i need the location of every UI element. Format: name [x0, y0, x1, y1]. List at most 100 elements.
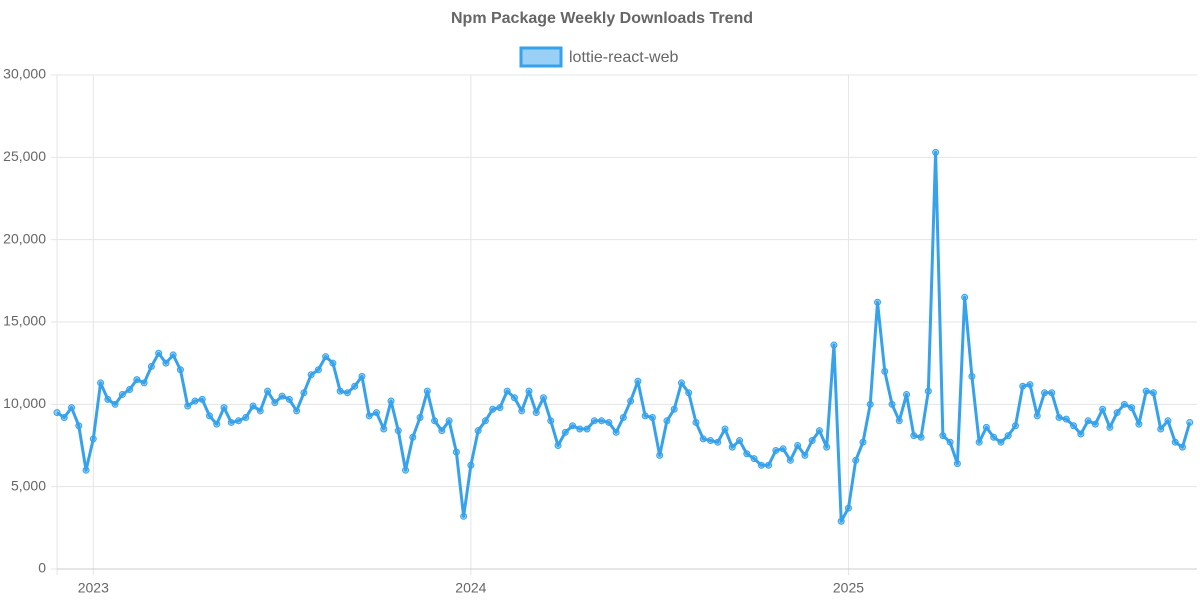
data-point [133, 376, 141, 384]
data-point [343, 389, 351, 397]
legend-label: lottie-react-web [569, 49, 678, 66]
y-tick-label: 25,000 [3, 148, 46, 164]
data-point [191, 397, 199, 405]
data-point [583, 425, 591, 433]
data-point [525, 387, 533, 395]
data-point [256, 407, 264, 415]
data-point [765, 461, 773, 469]
data-point [496, 404, 504, 412]
data-point [794, 442, 802, 449]
data-point [445, 417, 453, 425]
data-point [692, 418, 700, 426]
data-point [53, 409, 61, 417]
data-point [1120, 400, 1128, 408]
data-point [169, 351, 177, 359]
data-point [997, 438, 1005, 446]
data-point [837, 517, 845, 525]
legend-swatch [519, 46, 563, 68]
data-point [1106, 423, 1114, 431]
y-tick-label: 30,000 [3, 66, 46, 82]
data-point [1048, 389, 1056, 397]
data-point [1178, 443, 1186, 451]
data-point [598, 417, 606, 425]
data-point [757, 461, 765, 469]
data-point [852, 456, 860, 464]
data-point [300, 389, 308, 397]
data-point [198, 395, 206, 403]
data-point [975, 438, 983, 446]
data-point [416, 414, 424, 422]
data-point [1135, 420, 1143, 428]
data-point [1026, 381, 1034, 389]
data-point [278, 392, 286, 400]
data-point [1011, 422, 1019, 430]
data-point [721, 425, 729, 433]
data-point [532, 409, 540, 417]
data-point [140, 379, 148, 387]
y-tick-label: 0 [38, 560, 46, 576]
data-point [648, 414, 656, 422]
data-point [1171, 438, 1179, 446]
data-point [402, 466, 410, 474]
data-point [903, 390, 911, 398]
data-point [1070, 422, 1078, 430]
data-point [924, 387, 932, 395]
data-point [213, 420, 221, 428]
x-tick-label: 2024 [455, 580, 486, 596]
data-point [481, 417, 489, 425]
data-point [786, 456, 794, 464]
data-point [409, 433, 417, 441]
data-point [474, 427, 482, 435]
data-point [953, 460, 961, 468]
data-point [285, 395, 293, 403]
data-point [641, 412, 649, 420]
data-point [365, 412, 373, 420]
data-point [467, 461, 475, 469]
data-point [961, 293, 969, 301]
y-tick-label: 20,000 [3, 230, 46, 246]
data-point [968, 372, 976, 380]
data-point [990, 433, 998, 441]
data-point [155, 349, 163, 357]
data-point [1062, 415, 1070, 423]
data-point [162, 359, 170, 367]
data-point [1142, 387, 1150, 395]
data-point [895, 417, 903, 425]
data-point [68, 404, 76, 412]
data-point [489, 405, 497, 413]
data-point [844, 504, 852, 512]
data-point [438, 427, 446, 435]
data-point [656, 451, 664, 459]
data-point [714, 438, 722, 446]
data-point [605, 418, 613, 426]
data-point [547, 417, 555, 425]
data-point [1084, 417, 1092, 425]
data-point [1113, 409, 1121, 417]
data-point [235, 417, 243, 425]
data-point [249, 402, 257, 410]
data-point [1091, 420, 1099, 428]
data-point [394, 427, 402, 435]
data-point [627, 397, 635, 405]
data-point [176, 366, 184, 374]
data-point [815, 427, 823, 435]
data-point [917, 433, 925, 441]
data-point [452, 448, 460, 456]
data-point [1128, 404, 1136, 412]
data-point [351, 382, 359, 390]
data-point [271, 399, 279, 407]
data-point [322, 353, 330, 361]
data-point [743, 450, 751, 458]
data-point [1019, 382, 1027, 390]
data-point [184, 402, 192, 410]
x-tick-label: 2025 [833, 580, 864, 596]
data-point [1099, 405, 1107, 413]
data-point [881, 367, 889, 375]
data-point [372, 409, 380, 417]
data-point [1157, 425, 1165, 433]
data-point [539, 394, 547, 402]
data-point [736, 437, 744, 445]
data-point [561, 428, 569, 436]
